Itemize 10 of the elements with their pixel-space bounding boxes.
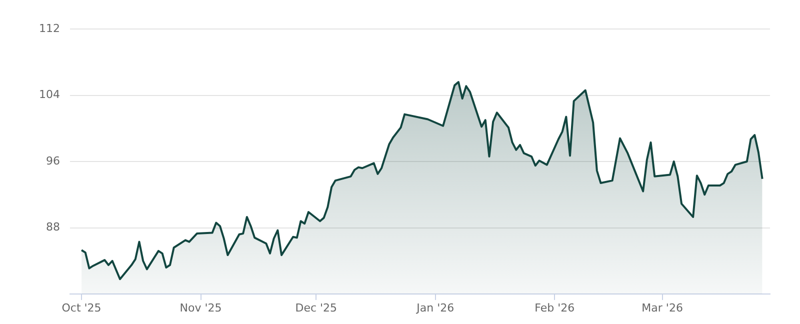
y-tick-label: 96 — [46, 154, 60, 168]
x-tick-label: Dec '25 — [295, 301, 338, 314]
x-tick-label: Mar '26 — [642, 301, 683, 314]
x-tick-label: Oct '25 — [62, 301, 102, 314]
x-tick-label: Jan '26 — [416, 301, 454, 314]
y-tick-label: 104 — [39, 88, 60, 102]
x-tick-label: Nov '25 — [180, 301, 222, 314]
y-tick-label: 112 — [39, 22, 60, 35]
y-tick-label: 88 — [46, 220, 60, 234]
x-tick-label: Feb '26 — [534, 301, 575, 314]
